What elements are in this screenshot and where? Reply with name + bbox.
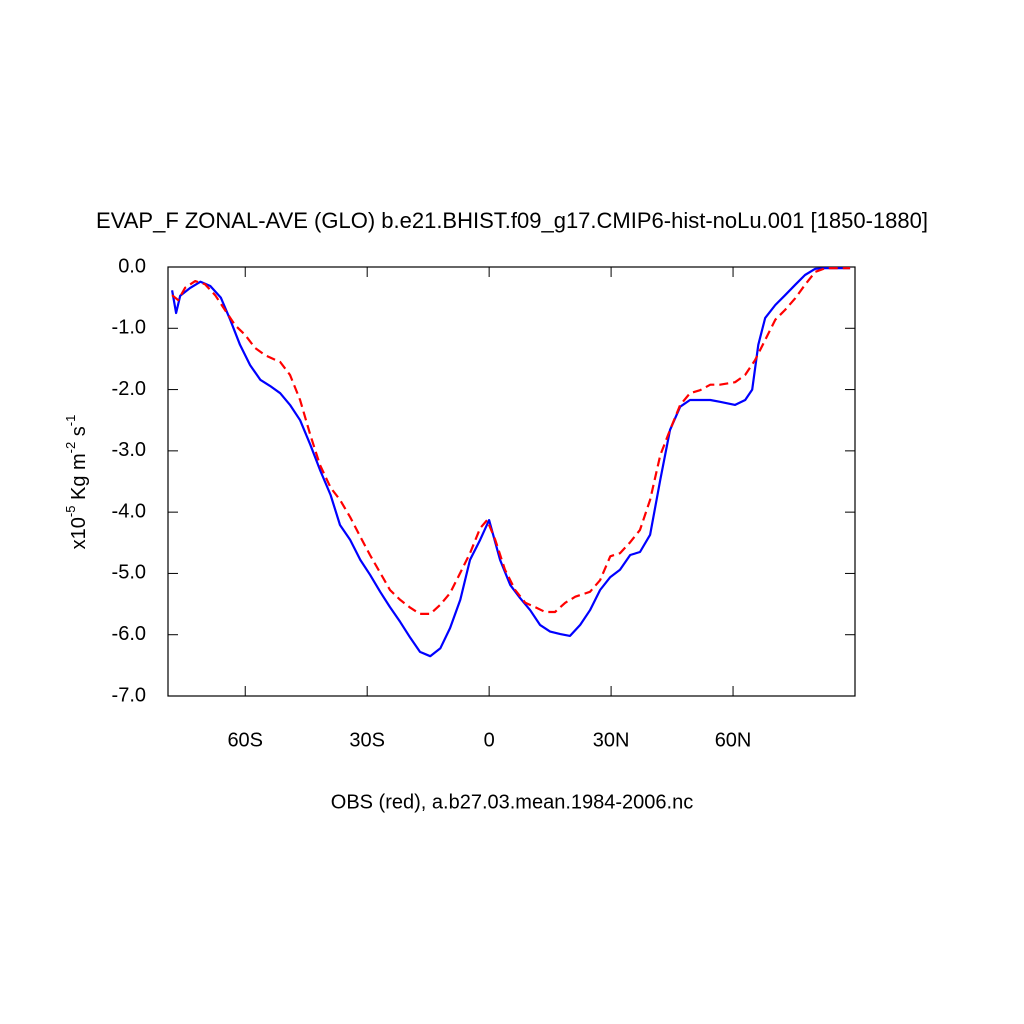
y-label-superscript: -2 <box>63 442 78 454</box>
y-tick-label: -6.0 <box>112 623 146 645</box>
y-label-text: Kg m <box>68 453 90 505</box>
y-label-text: s <box>68 426 90 442</box>
y-tick-label: -4.0 <box>112 500 146 522</box>
x-tick-label: 0 <box>484 729 495 751</box>
y-tick-label: -2.0 <box>112 378 146 400</box>
x-tick-label: 60N <box>715 729 752 751</box>
plot-frame <box>167 266 856 697</box>
y-tick-label: 0.0 <box>118 255 146 277</box>
y-label-superscript: -5 <box>63 506 78 518</box>
data-line <box>171 267 851 615</box>
y-tick-label: -7.0 <box>112 684 146 706</box>
y-label-superscript: -1 <box>63 415 78 427</box>
y-axis-label: x10-5 Kg m-2 s-1 <box>63 415 90 550</box>
y-tick-label: -3.0 <box>112 439 146 461</box>
x-axis-label: OBS (red), a.b27.03.mean.1984-2006.nc <box>331 791 693 813</box>
x-tick-label: 30N <box>593 729 630 751</box>
y-label-text: x10 <box>68 517 90 549</box>
y-tick-label: -1.0 <box>112 317 146 339</box>
x-tick-label: 60S <box>227 729 263 751</box>
x-tick-label: 30S <box>349 729 385 751</box>
chart-title: EVAP_F ZONAL-AVE (GLO) b.e21.BHIST.f09_g… <box>96 208 928 233</box>
y-tick-label: -5.0 <box>112 562 146 584</box>
